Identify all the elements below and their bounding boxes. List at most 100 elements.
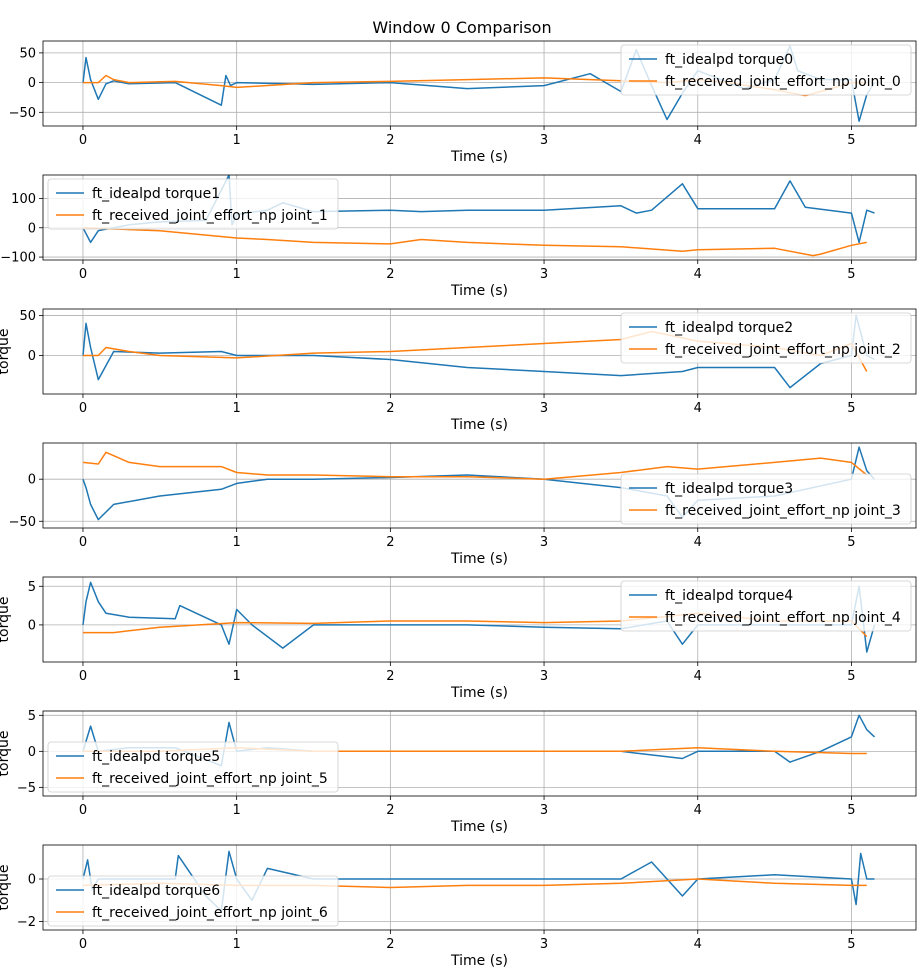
axes-frame <box>42 576 917 663</box>
legend: ft_idealpd torque0 ft_received_joint_effo… <box>620 44 912 96</box>
y-tick-label: −100 <box>0 251 36 266</box>
x-tick-label: 2 <box>386 267 394 282</box>
x-tick-label: 3 <box>540 937 548 952</box>
x-tick-label: 1 <box>233 267 241 282</box>
legend: ft_idealpd torque4 ft_received_joint_effo… <box>620 580 912 632</box>
axes-frame <box>42 174 917 261</box>
legend-label: ft_idealpd torque0 <box>665 52 793 68</box>
figure-title: Window 0 Comparison <box>372 18 551 37</box>
legend-label: ft_received_joint_effort_np joint_1 <box>92 208 328 224</box>
y-axis-label: torque <box>0 329 12 375</box>
legend-label: ft_idealpd torque2 <box>665 320 793 336</box>
legend-box <box>620 473 912 525</box>
y-axis-label: torque <box>0 731 12 777</box>
x-tick-label: 1 <box>233 669 241 684</box>
x-tick-label: 5 <box>847 401 855 416</box>
y-tick-label: 0 <box>28 745 36 760</box>
x-tick-label: 5 <box>847 669 855 684</box>
legend: ft_idealpd torque1 ft_received_joint_effo… <box>47 178 339 230</box>
y-axis-label: torque <box>0 865 12 911</box>
subplot-1: 0 1 2 3 4 5 −100 0 100 Time (s) ft_idealpd torque1… <box>0 174 917 299</box>
x-tick-label: 3 <box>540 401 548 416</box>
y-tick-label: −5 <box>17 781 36 796</box>
y-tick-label: 50 <box>19 46 36 61</box>
x-tick-label: 5 <box>847 267 855 282</box>
x-tick-label: 2 <box>386 669 394 684</box>
legend-label: ft_idealpd torque5 <box>92 749 220 765</box>
subplot-4: 0 1 2 3 4 5 0 5 Time (s) torque ft_idealpd torque4… <box>0 576 917 701</box>
axes-frame <box>42 442 917 529</box>
legend-label: ft_received_joint_effort_np joint_2 <box>665 342 901 358</box>
x-axis-label: Time (s) <box>450 819 508 835</box>
x-axis-label: Time (s) <box>450 953 508 969</box>
series-line-received <box>82 451 868 480</box>
y-tick-label: 0 <box>28 473 36 488</box>
x-axis-label: Time (s) <box>450 149 508 165</box>
legend-label: ft_received_joint_effort_np joint_3 <box>665 503 901 519</box>
x-tick-label: 0 <box>79 803 87 818</box>
legend-box <box>47 741 339 793</box>
x-axis-label: Time (s) <box>450 417 508 433</box>
legend: ft_idealpd torque2 ft_received_joint_effo… <box>620 312 912 364</box>
legend: ft_idealpd torque3 ft_received_joint_effo… <box>620 473 912 525</box>
y-tick-label: 0 <box>28 221 36 236</box>
y-tick-label: −50 <box>9 515 36 530</box>
x-tick-label: 0 <box>79 267 87 282</box>
x-tick-label: 4 <box>694 133 702 148</box>
x-tick-label: 4 <box>694 535 702 550</box>
subplot-5: 0 1 2 3 4 5 −5 0 5 Time (s) torque ft_idealpd torqu… <box>0 709 917 835</box>
legend-box <box>620 312 912 364</box>
x-tick-label: 0 <box>79 401 87 416</box>
legend-box <box>620 580 912 632</box>
x-tick-label: 3 <box>540 669 548 684</box>
x-tick-label: 2 <box>386 133 394 148</box>
legend-label: ft_received_joint_effort_np joint_4 <box>665 610 901 626</box>
x-tick-label: 3 <box>540 535 548 550</box>
y-tick-label: −50 <box>9 106 36 121</box>
subplot-6: 0 1 2 3 4 5 −2 0 Time (s) torque ft_idealpd torque… <box>0 844 917 969</box>
x-tick-label: 4 <box>694 937 702 952</box>
x-tick-label: 2 <box>386 401 394 416</box>
x-tick-label: 5 <box>847 937 855 952</box>
x-tick-label: 1 <box>233 401 241 416</box>
series-line-received <box>82 227 867 257</box>
axes-frame <box>42 40 917 127</box>
x-tick-label: 0 <box>79 133 87 148</box>
x-tick-label: 4 <box>694 803 702 818</box>
y-tick-label: 0 <box>28 873 36 888</box>
axes-frame <box>42 844 917 931</box>
x-axis-label: Time (s) <box>450 283 508 299</box>
x-tick-label: 3 <box>540 133 548 148</box>
legend-label: ft_idealpd torque1 <box>92 186 220 202</box>
x-tick-label: 2 <box>386 937 394 952</box>
legend-label: ft_received_joint_effort_np joint_0 <box>665 74 901 90</box>
x-tick-label: 5 <box>847 133 855 148</box>
x-tick-label: 4 <box>694 267 702 282</box>
legend: ft_idealpd torque5 ft_received_joint_effo… <box>47 741 339 793</box>
x-tick-label: 2 <box>386 535 394 550</box>
y-tick-label: 50 <box>19 309 36 324</box>
axes-frame <box>42 710 917 797</box>
x-tick-label: 0 <box>79 669 87 684</box>
legend-label: ft_idealpd torque4 <box>665 588 793 604</box>
x-tick-label: 1 <box>233 937 241 952</box>
y-tick-label: 5 <box>28 709 36 724</box>
legend-box <box>47 875 339 927</box>
x-tick-label: 2 <box>386 803 394 818</box>
axes-frame <box>42 308 917 395</box>
x-axis-label: Time (s) <box>450 685 508 701</box>
y-axis-label: torque <box>0 597 12 643</box>
x-tick-label: 4 <box>694 401 702 416</box>
x-axis-label: Time (s) <box>450 551 508 567</box>
y-tick-label: 0 <box>28 349 36 364</box>
y-tick-label: 0 <box>28 618 36 633</box>
legend-label: ft_idealpd torque3 <box>665 481 793 497</box>
x-tick-label: 1 <box>233 535 241 550</box>
legend-label: ft_received_joint_effort_np joint_5 <box>92 771 328 787</box>
x-tick-label: 3 <box>540 267 548 282</box>
legend-box <box>47 178 339 230</box>
